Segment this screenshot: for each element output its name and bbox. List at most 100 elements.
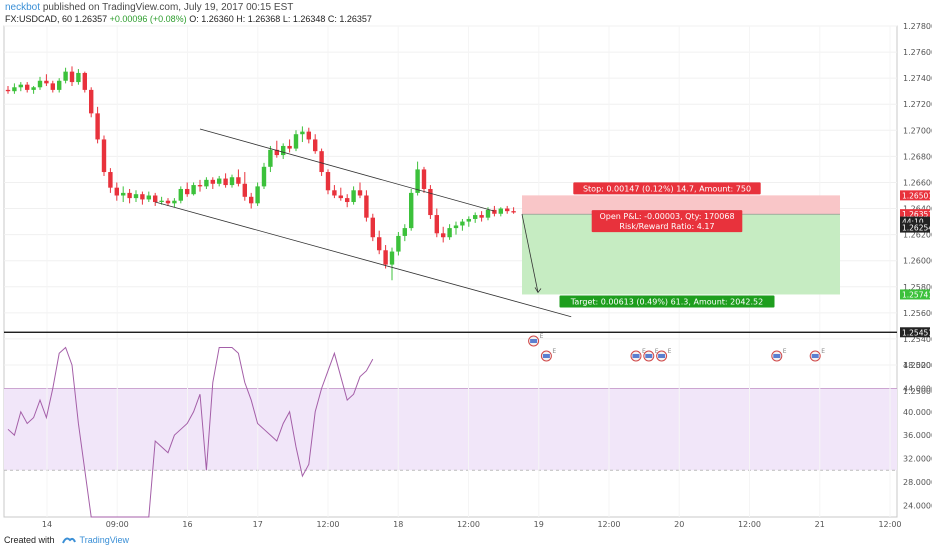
price-tick-label: 1.27200 — [903, 100, 932, 109]
candle-body — [165, 200, 171, 204]
candle-body — [223, 178, 228, 186]
price-tick-label: 1.26800 — [903, 152, 932, 161]
candle-body — [210, 179, 215, 184]
candle-body — [146, 195, 151, 200]
candle-body — [370, 217, 375, 238]
event-count: E — [668, 348, 672, 355]
tradingview-brand[interactable]: TradingView — [61, 535, 130, 545]
change-label: +0.00096 (+0.08%) — [109, 14, 187, 24]
time-tick-label: 09:00 — [106, 520, 129, 529]
price-label-text: 1.26254 — [902, 224, 932, 233]
price-tick-label: 1.25800 — [903, 283, 932, 292]
candle-body — [498, 208, 503, 214]
author-link[interactable]: neckbot — [5, 2, 41, 13]
candle-body — [121, 192, 126, 196]
tradingview-label: TradingView — [79, 535, 130, 545]
rsi-band — [4, 388, 897, 471]
candle-body — [153, 195, 158, 203]
candle-body — [159, 200, 164, 203]
candle-body — [287, 145, 292, 149]
event-flag-stripe — [658, 354, 666, 358]
candle-body — [511, 211, 516, 213]
target-label-text: Target: 0.00613 (0.49%) 61.3, Amount: 20… — [570, 297, 763, 306]
price-label-text: 1.25451 — [902, 328, 932, 337]
candle-body — [140, 194, 145, 200]
rsi-tick-label: 44.0000 — [903, 384, 932, 393]
candle-body — [389, 251, 395, 265]
low-value: L: 1.26348 — [282, 14, 326, 24]
candle-body — [185, 188, 190, 195]
high-value: H: 1.26368 — [236, 14, 281, 24]
candle-body — [191, 185, 196, 195]
event-flag-stripe — [645, 354, 653, 358]
published-text: published on TradingView.com, July 19, 2… — [42, 2, 294, 13]
rsi-tick-label: 48.0000 — [903, 361, 932, 370]
candle-body — [293, 134, 299, 149]
candle-body — [114, 187, 119, 196]
time-tick-label: 16 — [182, 520, 192, 529]
candle-body — [351, 190, 356, 203]
last-price: 1.26357 — [74, 14, 108, 24]
price-tick-label: 1.27000 — [903, 126, 932, 135]
time-tick-label: 18 — [393, 520, 403, 529]
candle-body — [172, 200, 177, 204]
price-label-text: 1.26501 — [902, 191, 932, 200]
candle-body — [479, 215, 484, 218]
rsi-tick-label: 24.0000 — [903, 501, 932, 510]
open-pl-label-box — [591, 210, 743, 233]
price-tick-label: 1.25000 — [903, 387, 932, 396]
candle-body — [345, 198, 350, 203]
candle-body — [5, 89, 11, 92]
candle-body — [441, 233, 446, 238]
candle-body — [319, 151, 324, 173]
candle-body — [63, 71, 68, 81]
price-tick-label: 1.26600 — [903, 178, 932, 187]
event-icon: E — [630, 348, 646, 362]
event-icon: E — [809, 348, 825, 362]
event-flag-stripe — [542, 354, 550, 358]
candle-body — [82, 72, 87, 90]
open-value: O: 1.26360 — [189, 14, 234, 24]
time-tick-label: 12:00 — [878, 520, 901, 529]
price-label-box — [900, 216, 930, 227]
candle-body — [492, 209, 497, 214]
candle-body — [332, 190, 337, 196]
price-tick-label: 1.26200 — [903, 231, 932, 240]
price-label-box — [900, 222, 930, 233]
event-flag-stripe — [530, 339, 538, 343]
candle-body — [447, 228, 452, 238]
event-count: E — [783, 348, 787, 355]
candle-body — [229, 177, 235, 186]
candle-body — [338, 195, 343, 199]
trendline — [155, 201, 572, 318]
candle-body — [453, 225, 459, 229]
candle-body — [473, 215, 478, 219]
created-with-label: Created with — [4, 535, 55, 545]
candle-body — [409, 192, 414, 229]
publisher-line: neckbot published on TradingView.com, Ju… — [5, 2, 293, 13]
candle-body — [306, 131, 311, 140]
time-tick-label: 12:00 — [316, 520, 339, 529]
candle-body — [402, 228, 407, 236]
candle-body — [18, 84, 23, 88]
candle-body — [236, 177, 241, 184]
symbol-label[interactable]: FX:USDCAD, 60 — [5, 14, 73, 24]
rsi-tick-label: 28.0000 — [903, 478, 932, 487]
candle-body — [37, 80, 43, 88]
stop-zone — [522, 195, 840, 215]
price-label-box — [900, 289, 930, 300]
event-count: E — [655, 348, 659, 355]
price-tick-label: 1.25200 — [903, 361, 932, 370]
rsi-tick-label: 32.0000 — [903, 455, 932, 464]
candle-body — [255, 186, 260, 204]
event-flag-stripe — [773, 354, 781, 358]
price-label-box — [900, 327, 930, 338]
event-count: E — [540, 333, 544, 340]
candle-body — [204, 179, 209, 187]
candle-body — [127, 192, 132, 199]
candle-body — [178, 188, 183, 201]
event-count: E — [821, 348, 825, 355]
candle-body — [505, 208, 510, 212]
candle-body — [261, 166, 267, 187]
